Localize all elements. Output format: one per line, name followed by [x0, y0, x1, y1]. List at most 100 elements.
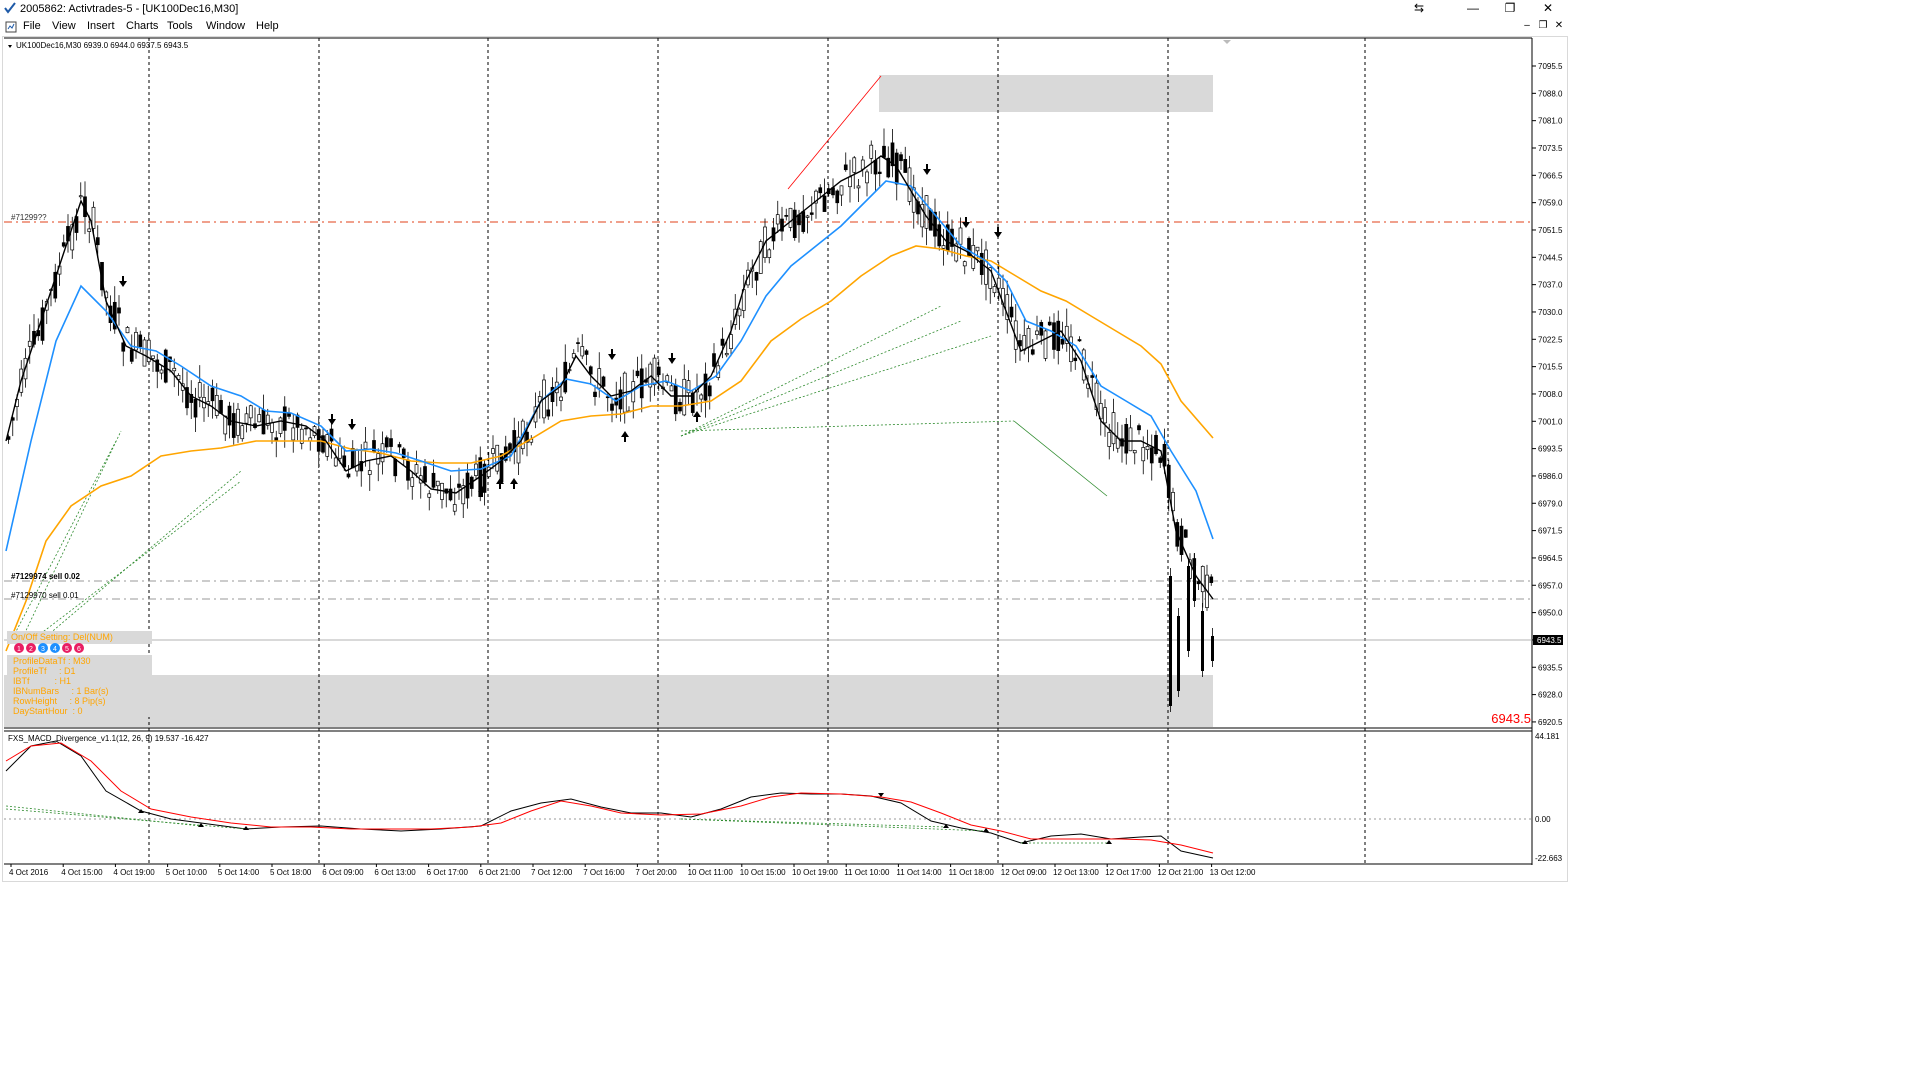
mdi-minimize-button[interactable]: – — [1524, 20, 1530, 31]
candle-body — [571, 353, 576, 359]
time-tick-label: 12 Oct 09:00 — [1001, 868, 1047, 877]
mode-buttons[interactable]: 1 2 3 4 5 6 — [14, 643, 84, 653]
candle-body — [1187, 566, 1190, 651]
candle-body — [1177, 616, 1180, 691]
candle-body — [1052, 322, 1056, 350]
ma-slow-line — [5, 245, 1214, 652]
menu-insert[interactable]: Insert — [87, 20, 115, 32]
candle-body — [665, 375, 670, 383]
price-tick-label: 7015.5 — [1538, 363, 1563, 372]
candle-body — [656, 366, 661, 376]
candle-body — [610, 403, 614, 411]
info-line: DayStartHour : 0 — [13, 706, 83, 716]
onoff-setting-text[interactable]: On/Off Setting: Del(NUM) — [11, 632, 113, 642]
macd-up-arrow-icon — [943, 824, 949, 828]
menu-tools[interactable]: Tools — [167, 20, 193, 32]
order-label-left[interactable]: #71299?? — [11, 213, 47, 222]
candle-body — [886, 157, 891, 178]
close-button[interactable]: ✕ — [1542, 1, 1554, 15]
candle-body — [1132, 450, 1137, 454]
candle-body — [197, 382, 202, 398]
dropdown-triangle-icon[interactable] — [8, 45, 12, 48]
mode-button-4[interactable] — [50, 643, 60, 653]
candle-body — [814, 190, 818, 204]
info-panel — [7, 655, 152, 717]
time-tick-label: 5 Oct 10:00 — [166, 868, 208, 877]
mdi-restore-button[interactable]: ❐ — [1538, 20, 1548, 31]
candle-body — [261, 409, 266, 435]
mdi-close-button[interactable]: ✕ — [1554, 20, 1564, 31]
mode-button-6[interactable] — [74, 643, 84, 653]
time-axis[interactable]: 4 Oct 2016 4 Oct 15:00 4 Oct 19:00 5 Oct 10… — [9, 864, 1256, 877]
candle-body — [877, 171, 882, 174]
app-icon — [4, 2, 16, 14]
mode-button-1[interactable] — [14, 643, 24, 653]
time-tick-label: 7 Oct 12:00 — [531, 868, 573, 877]
candle-body — [227, 405, 232, 426]
time-tick-label: 6 Oct 13:00 — [374, 868, 416, 877]
chart-window[interactable]: UK100Dec16,M30 6939.0 6944.0 6937.5 6943… — [2, 36, 1568, 882]
time-tick-label: 10 Oct 19:00 — [792, 868, 838, 877]
time-tick-label: 5 Oct 18:00 — [270, 868, 312, 877]
price-chart[interactable]: UK100Dec16,M30 6939.0 6944.0 6937.5 6943… — [3, 37, 1567, 881]
candle-body — [359, 461, 364, 472]
macd-down-arrow-icon — [878, 793, 884, 797]
candle-body — [70, 224, 75, 251]
menu-view[interactable]: View — [52, 20, 76, 32]
chart-window-icon[interactable] — [5, 21, 17, 33]
buy-arrow-icon — [510, 478, 518, 489]
candle-body — [911, 187, 916, 213]
resize-icon[interactable]: ⇆ — [1413, 1, 1425, 15]
menu-charts[interactable]: Charts — [126, 20, 159, 32]
candle-body — [299, 428, 304, 444]
candle-body — [393, 458, 398, 477]
main-plot-area[interactable] — [4, 38, 1532, 728]
candle-body — [707, 385, 712, 397]
price-axis[interactable]: 7095.5 7088.0 7081.0 7073.5 7066.5 7059.0 7051… — [1532, 62, 1563, 727]
buy-arrow-icon — [478, 486, 486, 497]
current-price-label: 6943.5 — [1537, 636, 1562, 645]
info-line: ProfileDataTf : M30 — [13, 656, 91, 666]
minimize-button[interactable]: — — [1467, 1, 1479, 15]
candle-body — [1103, 407, 1107, 424]
time-tick-label: 4 Oct 15:00 — [61, 868, 103, 877]
candle-body — [431, 472, 436, 488]
divergence-line — [680, 420, 1015, 432]
menu-file[interactable]: File — [23, 20, 41, 32]
mode-button-2[interactable] — [26, 643, 36, 653]
price-tick-label: 7059.0 — [1538, 199, 1563, 208]
candle-body — [1211, 636, 1214, 661]
candle-body — [907, 167, 912, 202]
restore-button[interactable]: ❐ — [1504, 1, 1516, 15]
candle-body — [1035, 330, 1039, 336]
price-tick-label: 7022.5 — [1538, 335, 1563, 344]
menu-window[interactable]: Window — [206, 20, 246, 32]
candle-body — [1005, 294, 1010, 320]
candle-body — [635, 370, 640, 377]
candle-body — [580, 346, 585, 357]
mode-button-5[interactable] — [62, 643, 72, 653]
time-tick-label: 4 Oct 19:00 — [113, 868, 155, 877]
candle-body — [839, 185, 844, 196]
title-bar: 2005862: Activtrades-5 - [UK100Dec16,M30… — [0, 0, 1568, 19]
candle-body — [389, 438, 393, 447]
candle-body — [321, 435, 325, 453]
candle-body — [1009, 306, 1014, 318]
order-label-1[interactable]: #7129974 sell 0.02 — [11, 572, 81, 581]
time-tick-label: 5 Oct 14:00 — [218, 868, 260, 877]
candle-body — [61, 242, 66, 247]
candle-body — [397, 444, 402, 448]
candle-body — [516, 436, 521, 464]
candle-body — [53, 271, 58, 299]
order-label-2[interactable]: #7129970 sell 0.01 — [11, 591, 79, 600]
green-trend-line[interactable] — [1013, 420, 1108, 497]
menu-bar: File View Insert Charts Tools Window Hel… — [0, 18, 1568, 36]
candle-body — [1201, 611, 1204, 671]
mode-button-3[interactable] — [38, 643, 48, 653]
menu-help[interactable]: Help — [256, 20, 279, 32]
candle-body — [992, 286, 997, 294]
time-tick-label: 7 Oct 20:00 — [635, 868, 677, 877]
scroll-marker-icon[interactable] — [1223, 40, 1231, 44]
sell-arrow-icon — [994, 227, 1002, 238]
red-trend-line[interactable] — [787, 75, 882, 190]
